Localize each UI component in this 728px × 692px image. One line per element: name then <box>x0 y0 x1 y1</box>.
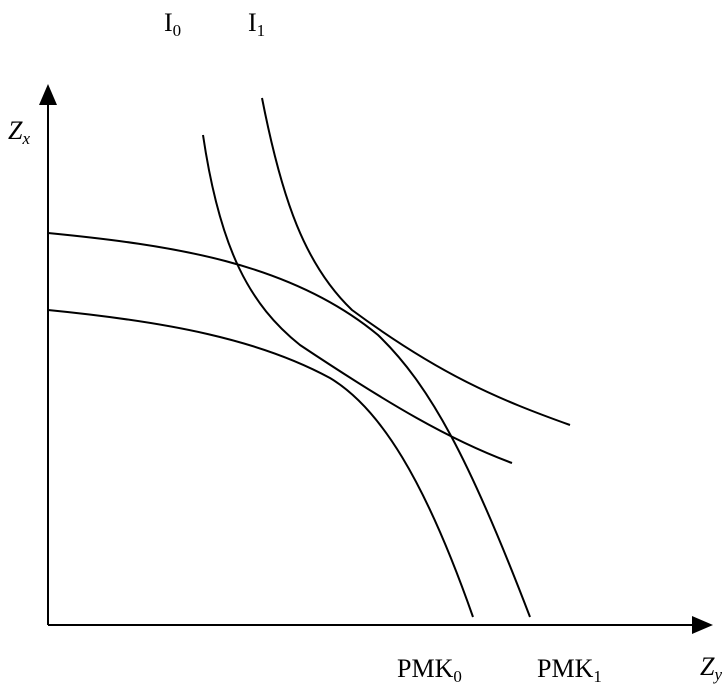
x-axis-arrowhead <box>692 616 713 634</box>
y-axis-arrowhead <box>39 84 57 105</box>
i1-label-sub: 1 <box>256 21 266 40</box>
pmk1-label-sub: 1 <box>593 667 602 686</box>
zx-axis-label-main: Z <box>8 116 23 145</box>
zx-axis-label-sub: x <box>22 129 31 148</box>
i1-label-main: I <box>248 8 257 37</box>
zy-axis-label-sub: y <box>714 665 723 684</box>
i0-label: I0 <box>164 8 181 40</box>
pmk0-label-main: PMK <box>397 654 454 683</box>
pmk0-label: PMK0 <box>397 654 462 686</box>
zy-axis-label-main: Z <box>700 652 715 681</box>
i1-label: I1 <box>248 8 265 40</box>
zx-axis-label: Zx <box>8 116 30 148</box>
pmk0-curve <box>47 309 474 618</box>
i0-label-sub: 0 <box>172 21 182 40</box>
pmk1-label: PMK1 <box>537 654 602 686</box>
pmk0-label-sub: 0 <box>453 667 462 686</box>
pmk1-label-main: PMK <box>537 654 594 683</box>
i0-curve <box>202 134 513 464</box>
pmk1-curve <box>47 232 531 618</box>
i0-label-main: I <box>164 8 173 37</box>
i1-curve <box>261 97 571 426</box>
zy-axis-label: Zy <box>700 652 722 684</box>
